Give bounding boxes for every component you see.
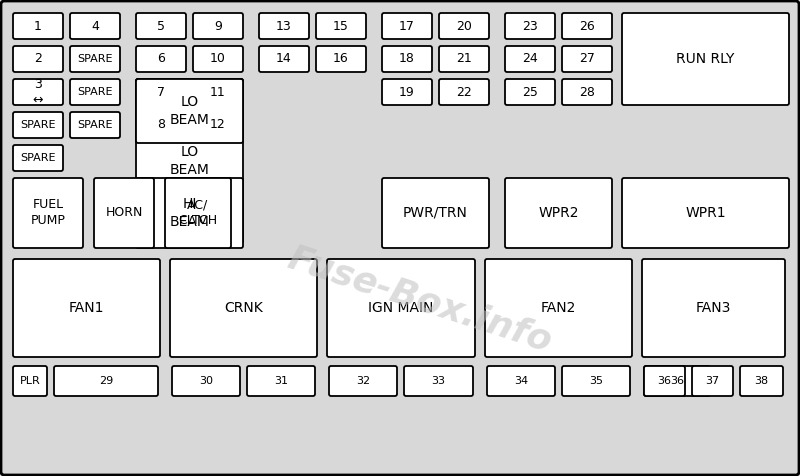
- Text: 15: 15: [333, 20, 349, 32]
- FancyBboxPatch shape: [136, 46, 186, 72]
- Text: 34: 34: [514, 376, 528, 386]
- Text: 26: 26: [579, 20, 595, 32]
- Text: 5: 5: [157, 20, 165, 32]
- FancyBboxPatch shape: [13, 145, 63, 171]
- Text: 30: 30: [199, 376, 213, 386]
- FancyBboxPatch shape: [485, 259, 632, 357]
- FancyBboxPatch shape: [740, 366, 783, 396]
- FancyBboxPatch shape: [622, 13, 789, 105]
- Text: 37: 37: [706, 376, 719, 386]
- Text: 1: 1: [34, 20, 42, 32]
- Text: SPARE: SPARE: [78, 54, 113, 64]
- FancyBboxPatch shape: [54, 366, 158, 396]
- Text: 28: 28: [579, 86, 595, 99]
- Text: 18: 18: [399, 52, 415, 66]
- FancyBboxPatch shape: [136, 79, 243, 243]
- Text: 29: 29: [99, 376, 113, 386]
- FancyBboxPatch shape: [329, 366, 397, 396]
- FancyBboxPatch shape: [505, 79, 555, 105]
- Text: FAN2: FAN2: [541, 301, 576, 315]
- FancyBboxPatch shape: [642, 259, 785, 357]
- FancyBboxPatch shape: [316, 46, 366, 72]
- FancyBboxPatch shape: [13, 259, 160, 357]
- FancyBboxPatch shape: [644, 366, 710, 396]
- FancyBboxPatch shape: [487, 366, 555, 396]
- FancyBboxPatch shape: [70, 13, 120, 39]
- Text: HORN: HORN: [106, 207, 142, 219]
- FancyBboxPatch shape: [562, 46, 612, 72]
- FancyBboxPatch shape: [259, 13, 309, 39]
- FancyBboxPatch shape: [170, 259, 317, 357]
- Text: 17: 17: [399, 20, 415, 32]
- FancyBboxPatch shape: [193, 13, 243, 39]
- FancyBboxPatch shape: [13, 79, 63, 105]
- FancyBboxPatch shape: [316, 13, 366, 39]
- Text: SPARE: SPARE: [78, 87, 113, 97]
- Text: 11: 11: [210, 86, 226, 99]
- FancyBboxPatch shape: [382, 13, 432, 39]
- FancyBboxPatch shape: [70, 79, 120, 105]
- FancyBboxPatch shape: [172, 366, 240, 396]
- FancyBboxPatch shape: [70, 112, 120, 138]
- FancyBboxPatch shape: [136, 178, 243, 248]
- FancyBboxPatch shape: [247, 366, 315, 396]
- FancyBboxPatch shape: [622, 178, 789, 248]
- Text: Fuse-Box.info: Fuse-Box.info: [283, 241, 557, 359]
- FancyBboxPatch shape: [439, 13, 489, 39]
- Text: 4: 4: [91, 20, 99, 32]
- FancyBboxPatch shape: [13, 112, 63, 138]
- Text: HI
BEAM: HI BEAM: [170, 198, 210, 228]
- FancyBboxPatch shape: [404, 366, 473, 396]
- Text: 8: 8: [157, 119, 165, 131]
- Text: 36: 36: [658, 376, 671, 386]
- Text: FAN1: FAN1: [69, 301, 104, 315]
- FancyBboxPatch shape: [505, 178, 612, 248]
- Text: LO
BEAM: LO BEAM: [170, 95, 210, 127]
- Text: AC/
CLTCH: AC/ CLTCH: [178, 198, 218, 228]
- Text: SPARE: SPARE: [20, 120, 56, 130]
- Text: 3
↔: 3 ↔: [33, 78, 43, 107]
- FancyBboxPatch shape: [193, 46, 243, 72]
- Text: 31: 31: [274, 376, 288, 386]
- Text: 2: 2: [34, 52, 42, 66]
- FancyBboxPatch shape: [13, 178, 83, 248]
- Text: 22: 22: [456, 86, 472, 99]
- Text: FAN3: FAN3: [696, 301, 731, 315]
- FancyBboxPatch shape: [562, 366, 630, 396]
- Text: 21: 21: [456, 52, 472, 66]
- FancyBboxPatch shape: [94, 178, 154, 248]
- FancyBboxPatch shape: [327, 259, 475, 357]
- Text: RUN RLY: RUN RLY: [676, 52, 734, 66]
- Text: 27: 27: [579, 52, 595, 66]
- Text: IGN MAIN: IGN MAIN: [368, 301, 434, 315]
- FancyBboxPatch shape: [692, 366, 733, 396]
- FancyBboxPatch shape: [165, 178, 231, 248]
- FancyBboxPatch shape: [136, 79, 243, 143]
- Text: 13: 13: [276, 20, 292, 32]
- FancyBboxPatch shape: [193, 79, 243, 105]
- FancyBboxPatch shape: [13, 13, 63, 39]
- FancyBboxPatch shape: [136, 13, 186, 39]
- Text: 20: 20: [456, 20, 472, 32]
- FancyBboxPatch shape: [382, 46, 432, 72]
- FancyBboxPatch shape: [136, 79, 186, 105]
- Text: LO
BEAM: LO BEAM: [170, 145, 210, 177]
- FancyBboxPatch shape: [382, 79, 432, 105]
- Text: SPARE: SPARE: [20, 153, 56, 163]
- FancyBboxPatch shape: [136, 112, 186, 138]
- Text: 10: 10: [210, 52, 226, 66]
- Text: WPR2: WPR2: [538, 206, 578, 220]
- Text: 35: 35: [589, 376, 603, 386]
- FancyBboxPatch shape: [259, 46, 309, 72]
- Text: 12: 12: [210, 119, 226, 131]
- Text: 7: 7: [157, 86, 165, 99]
- Text: SPARE: SPARE: [78, 120, 113, 130]
- Text: 32: 32: [356, 376, 370, 386]
- FancyBboxPatch shape: [562, 79, 612, 105]
- Text: PLR: PLR: [20, 376, 40, 386]
- Text: PWR/TRN: PWR/TRN: [403, 206, 468, 220]
- Text: 6: 6: [157, 52, 165, 66]
- Text: 25: 25: [522, 86, 538, 99]
- FancyBboxPatch shape: [439, 79, 489, 105]
